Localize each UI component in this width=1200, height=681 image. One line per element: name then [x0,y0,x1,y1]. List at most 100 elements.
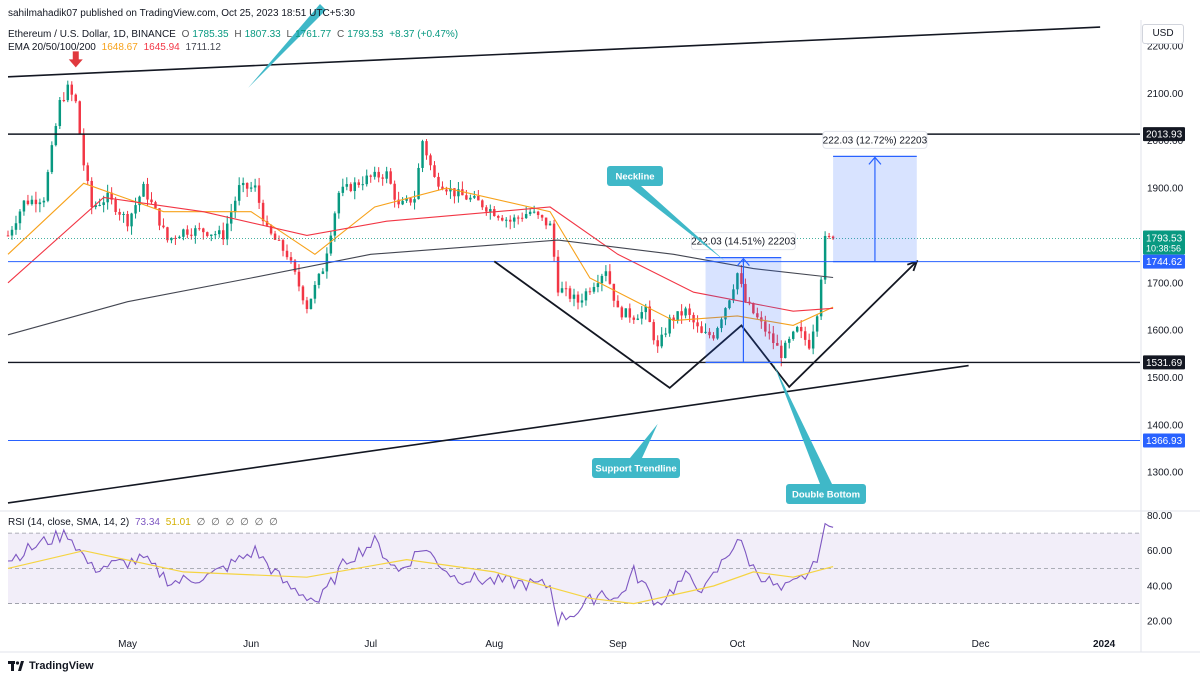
candle-body [146,183,149,200]
candle-body [465,195,468,200]
candle-body [608,271,612,284]
candle-body [827,235,831,237]
candle-body [182,229,185,237]
candle-body [98,205,101,207]
candle-body [6,235,10,237]
candle-body [688,308,691,315]
candle-body [134,205,137,214]
candle-body [644,306,647,313]
candle-body [321,271,325,274]
candle-body [249,187,253,189]
candle-body [784,342,787,358]
candle-body [389,171,392,184]
open-value: 1785.35 [192,29,229,40]
level-price-label: 1744.62 [1146,257,1183,268]
candle-body [413,199,416,203]
low-value: 1761.77 [295,29,332,40]
candle-body [301,286,305,301]
countdown-label: 10:38:56 [1146,243,1181,253]
candle-body [680,311,683,316]
candle-body [560,288,564,293]
time-tick-label: Dec [972,639,990,650]
candle-body [473,196,476,198]
candle-body [728,300,731,309]
ema200-value: 1711.12 [185,42,221,53]
candle-body [281,240,285,251]
candle-body [672,317,675,321]
candle-body [373,171,376,177]
candle-body [245,182,249,189]
candle-body [94,205,97,208]
candle-body [50,145,54,173]
rsi-empty-6: ∅ [269,517,278,528]
candle-body [150,199,153,203]
candle-body [265,221,269,226]
callout-box [607,166,663,186]
candle-body [584,291,588,301]
pattern-arrowhead [907,259,919,272]
candle-body [22,200,26,212]
candle-body [241,182,245,186]
candle-body [516,217,520,219]
candle-body [114,199,117,212]
candle-body [297,271,301,287]
candle-body [652,322,655,341]
candle-body [305,300,309,310]
candle-body [807,339,811,349]
candle-body [397,199,400,205]
ema-line-ema200 [7,239,834,336]
time-tick-label: 2024 [1093,639,1116,650]
candle-body [269,225,273,234]
ema-line-ema20 [7,182,834,326]
high-label: H [234,29,242,40]
callout-pointer [630,423,658,458]
candle-body [225,223,229,240]
candle-body [572,294,576,299]
candle-body [333,213,337,236]
candle-body [361,184,364,186]
low-label: L [286,29,293,40]
candle-body [337,192,341,214]
measure-label-box [822,130,928,149]
callout-label: Neckline [615,172,654,183]
symbol-line: Ethereum / U.S. Dollar, 1D, BINANCE O 178… [8,29,461,40]
currency-button[interactable]: USD [1142,24,1184,44]
candle-body [417,167,420,200]
candle-body [660,334,663,347]
candle-body [795,326,799,332]
rsi-ma-line [7,550,834,605]
candle-body [544,217,548,226]
candle-body [293,260,297,272]
candle-body [62,100,66,102]
publisher-line: sahilmahadik07 published on TradingView.… [8,8,358,19]
candle-body [815,316,819,332]
candle-body [772,333,775,344]
rsi-empty-5: ∅ [254,517,264,528]
candle-body [74,94,77,102]
candle-body [38,202,42,205]
candle-body [357,182,360,185]
candle-body [289,257,293,261]
candle-body [10,229,14,236]
candle-body [628,308,632,318]
candle-body [198,228,201,230]
measure-arrow-head [736,257,750,267]
candle-body [604,271,608,276]
level-price-tag [1143,433,1185,448]
close-value: 1793.53 [347,29,384,40]
candle-body [485,207,488,212]
price-tick-label: 1500.00 [1147,373,1184,384]
callout-label: Support Trendline [595,464,676,475]
tradingview-brand[interactable]: TradingView [8,660,94,672]
candle-body [110,192,113,200]
candle-body [811,331,815,349]
candle-body [524,214,528,219]
tradingview-brand-text: TradingView [29,660,94,672]
candle-body [708,331,711,336]
candle-body [401,200,404,205]
rsi-empty-3: ∅ [225,517,235,528]
callout-pointer [629,186,726,262]
candle-body [66,84,70,101]
candle-body [30,199,34,205]
